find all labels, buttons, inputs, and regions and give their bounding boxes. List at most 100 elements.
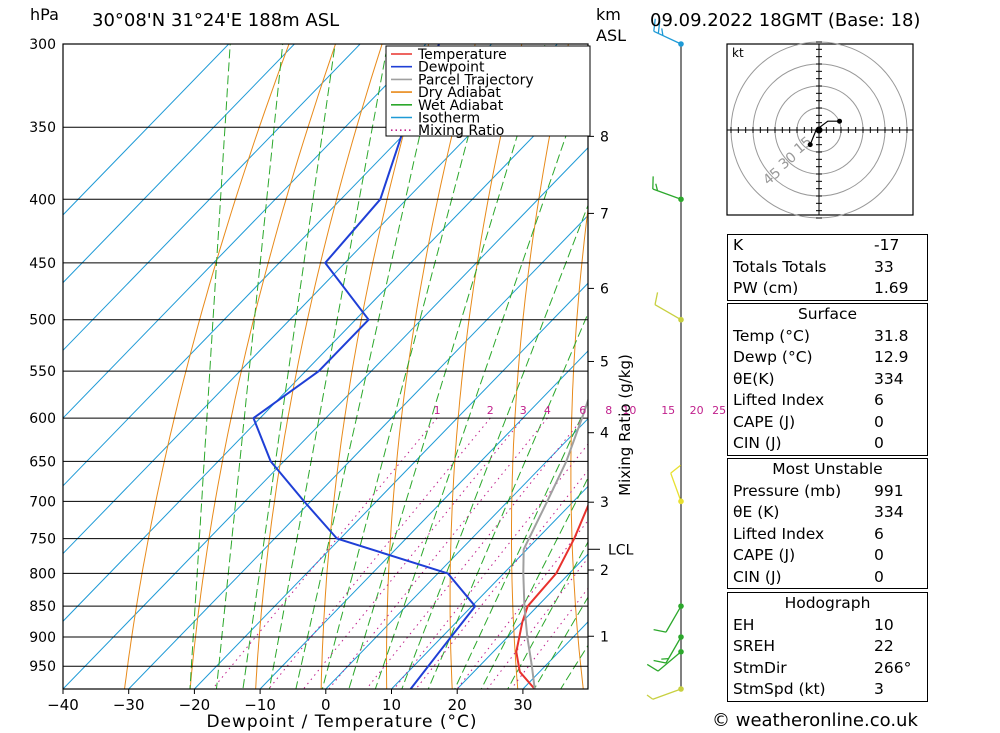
surface-title: Surface — [797, 305, 858, 323]
indices-row: K -17 — [728, 235, 927, 257]
isotherm-line — [325, 417, 588, 689]
pressure-tick-label: 950 — [29, 659, 56, 675]
isotherm-line — [456, 553, 588, 689]
most-unstable-title: Most Unstable — [772, 460, 883, 478]
pressure-tick-label: 500 — [29, 313, 56, 329]
surface-label: CIN (J) — [733, 434, 782, 452]
mixing-ratio-label: 15 — [661, 404, 675, 417]
wet-adiabat-line — [268, 44, 389, 689]
x-tick-label: −20 — [179, 696, 211, 714]
dry-adiabat-line — [320, 44, 430, 689]
hodograph_table-label: EH — [733, 615, 755, 634]
wind-barb — [646, 648, 684, 672]
parcel-trajectory-series-line — [522, 397, 588, 689]
mixing-ratio-label: 4 — [544, 404, 551, 417]
wind-barb — [670, 464, 684, 505]
hodograph-point — [837, 118, 843, 124]
dry-adiabat-line — [386, 44, 476, 689]
dry-adiabat-line — [628, 0, 680, 694]
hodograph_table-label: StmDir — [733, 658, 787, 677]
wet-adiabat-line — [507, 541, 588, 689]
most_unstable-label: Lifted Index — [733, 524, 825, 543]
surface-row: CAPE (J) 0 — [728, 412, 927, 434]
isotherm-line — [63, 44, 296, 284]
legend-entry: Dewpoint — [418, 60, 485, 76]
wind-barb — [652, 176, 684, 203]
pressure-tick-label: 900 — [29, 630, 56, 646]
most_unstable-label: CIN (J) — [733, 567, 782, 586]
hodograph-trace — [809, 120, 840, 145]
mixing-ratio-label: 25 — [712, 404, 726, 417]
indices-row: PW (cm) 1.69 — [728, 278, 927, 300]
dry-adiabat-line — [124, 44, 290, 689]
hodograph_table-value: 266° — [874, 658, 912, 677]
mixing-ratio-line — [393, 443, 588, 689]
most_unstable-label: CAPE (J) — [733, 546, 796, 564]
dry-adiabat-line — [940, 0, 1000, 694]
location-title: 30°08'N 31°24'E 188m ASL — [92, 10, 340, 31]
surface-row: CIN (J) 0 — [728, 433, 927, 455]
pressure-tick-label: 800 — [29, 566, 56, 582]
x-tick-label: 20 — [448, 696, 467, 714]
indices-label: K — [733, 236, 744, 254]
most_unstable-label: Pressure (mb) — [733, 481, 842, 500]
wind-barb-staff — [657, 651, 682, 672]
mixing-ratio-label: 3 — [520, 404, 527, 417]
wind-barb-staff — [652, 688, 682, 700]
isotherm-line — [194, 282, 588, 689]
km-tick-label: 1 — [600, 629, 609, 645]
dry-adiabat-line — [570, 205, 588, 689]
indices-label: Totals Totals — [733, 257, 827, 276]
axes: 1 2 3 4 6 8 10 15 20 2530035040045050055060065070… — [29, 37, 726, 732]
wind-barb-staff — [665, 605, 682, 633]
most_unstable-value: 334 — [874, 503, 904, 521]
surface-label: Temp (°C) — [733, 326, 810, 345]
legend-entry: Wet Adiabat — [418, 98, 504, 114]
mixing-ratio-label: 8 — [605, 404, 612, 417]
most_unstable-value: 991 — [874, 481, 904, 500]
hodograph_table-value: 10 — [874, 615, 894, 634]
wind-barb-flag — [646, 694, 654, 700]
pressure-tick-label: 300 — [29, 37, 56, 53]
wet-adiabat-line — [242, 44, 336, 689]
dry-adiabat-line — [684, 0, 725, 694]
wind-barb-flag — [657, 20, 661, 34]
x-tick-label: −10 — [244, 696, 276, 714]
most_unstable-row: θE (K) 334 — [728, 502, 927, 524]
mixing-ratio-label: 6 — [579, 404, 586, 417]
indices-value: -17 — [874, 236, 900, 254]
wet-adiabat-line — [533, 596, 588, 689]
pressure-tick-label: 550 — [29, 364, 56, 380]
hodograph-unit: kt — [732, 46, 744, 60]
pressure-tick-label: 400 — [29, 192, 56, 208]
km-tick-label: 5 — [600, 354, 609, 370]
pressure-tick-label: 350 — [29, 120, 56, 136]
lcl-label: LCL — [608, 542, 634, 558]
dry-adiabat-line — [511, 44, 569, 689]
mixing-ratio-axis-label: Mixing Ratio (g/kg) — [616, 354, 634, 496]
wet-adiabat-line — [189, 44, 231, 689]
most-unstable-table: Most Unstable Pressure (mb) 991 θE (K) 334 L… — [727, 458, 928, 589]
wind-barb-flag — [653, 18, 656, 32]
x-tick-label: −40 — [47, 696, 79, 714]
indices-label: PW (cm) — [733, 279, 799, 297]
indices-value: 33 — [874, 257, 894, 276]
isotherm-line — [63, 44, 230, 216]
wet-adiabat-line — [348, 44, 546, 689]
wind-barb — [653, 18, 684, 47]
km-label: km — [596, 5, 621, 24]
km-tick-label: 4 — [600, 426, 609, 442]
wind-barb-dot — [678, 603, 684, 609]
x-tick-label: 10 — [382, 696, 401, 714]
wind-barb — [653, 603, 684, 633]
surface-row: Dewp (°C) 12.9 — [728, 347, 927, 369]
legend-entry: Temperature — [417, 47, 507, 63]
wet-adiabat-line — [454, 401, 588, 689]
isotherm-line — [128, 214, 588, 689]
dry-adiabat-line — [449, 44, 523, 689]
hodograph_table-row: SREH 22 — [728, 636, 927, 658]
hodograph_table-label: SREH — [733, 637, 776, 655]
asl-label: ASL — [596, 26, 627, 45]
copyright: © weatheronline.co.uk — [712, 710, 918, 731]
